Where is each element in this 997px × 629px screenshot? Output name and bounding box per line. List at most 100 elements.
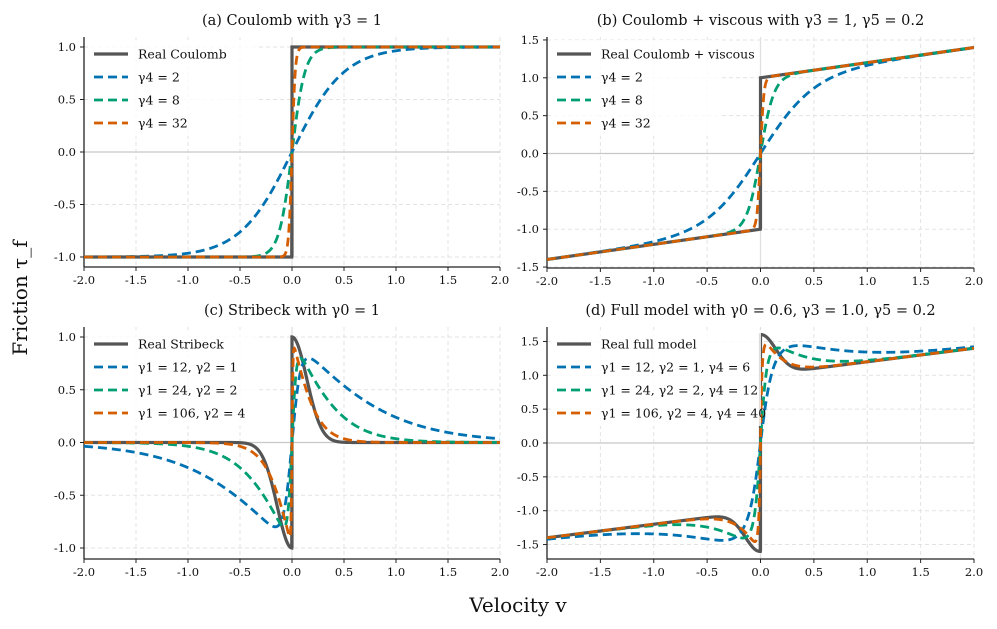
y-tick-label: -1.0: [54, 541, 76, 555]
x-tick-label: 1.0: [387, 273, 405, 287]
x-tick-label: 0.0: [283, 565, 301, 579]
series-line-orange: [547, 46, 974, 261]
x-tick-label: 0.0: [751, 274, 769, 288]
subplot-title: (b) Coulomb + viscous with γ3 = 1, γ5 = …: [597, 13, 925, 29]
y-tick-label: -1.0: [517, 222, 539, 236]
x-tick-label: -0.5: [696, 565, 718, 579]
x-tick-label: -2.0: [536, 274, 558, 288]
y-tick-label: 0.0: [521, 436, 539, 450]
legend-background: [88, 330, 258, 426]
legend-background: [551, 40, 721, 136]
legend-label: γ4 = 32: [601, 116, 651, 131]
x-tick-label: -2.0: [73, 273, 95, 287]
series-line-blue: [84, 45, 500, 259]
series-line-orange: [84, 346, 500, 539]
subplot-title: (d) Full model with γ0 = 0.6, γ3 = 1.0, …: [585, 303, 935, 319]
legend: Real Coulomb + viscous γ4 = 2 γ4 = 8 γ4 = 3…: [551, 40, 755, 136]
legend-label: γ4 = 2: [601, 70, 643, 85]
x-tick-label: 0.5: [805, 274, 823, 288]
subplot-c: -2.0 -1.5 -1.0 -0.5 0.0 0.5 1.0 1.5 2.0 -1.0 -0.5 0…: [54, 303, 509, 579]
x-axis-label: Velocity v: [468, 593, 567, 617]
x-tick-label: -0.5: [229, 273, 251, 287]
y-tick-label: -0.5: [517, 184, 539, 198]
legend-label: γ4 = 8: [138, 93, 180, 108]
x-tick-label: -2.0: [536, 565, 558, 579]
legend-label: Real full model: [601, 337, 697, 352]
x-tick-label: 0.5: [335, 565, 353, 579]
subplot-b: -2.0 -1.5 -1.0 -0.5 0.0 0.5 1.0 1.5 2.0-1.5-1.0-…: [517, 13, 983, 288]
x-tick-label: -1.5: [125, 273, 147, 287]
y-tick-label: 0.0: [521, 147, 539, 161]
y-tick-label: 0.0: [58, 436, 76, 450]
y-tick-label: 0.0: [58, 145, 76, 159]
y-tick-label: 0.5: [58, 93, 76, 107]
legend-label: γ1 = 106, γ2 = 4, γ4 = 40: [601, 406, 766, 421]
x-tick-label: 2.0: [965, 274, 983, 288]
x-tick-label: 0.5: [335, 273, 353, 287]
y-tick-label: 1.0: [521, 71, 539, 85]
y-tick-label: 0.5: [58, 383, 76, 397]
x-tick-label: -0.5: [696, 274, 718, 288]
x-tick-label: 0.5: [805, 565, 823, 579]
legend-label: γ1 = 12, γ2 = 1: [138, 360, 238, 375]
x-tick-label: 2.0: [965, 565, 983, 579]
legend-label: γ1 = 12, γ2 = 1, γ4 = 6: [601, 360, 750, 375]
x-tick-label: -1.0: [177, 273, 199, 287]
y-tick-label: 1.0: [58, 40, 76, 54]
y-tick-label: -0.5: [517, 470, 539, 484]
y-tick-label: 1.0: [521, 368, 539, 382]
y-tick-label: 0.5: [521, 109, 539, 123]
legend-label: γ4 = 32: [138, 116, 188, 131]
y-tick-label: 1.5: [521, 334, 539, 348]
x-tick-label: 1.5: [911, 565, 929, 579]
x-tick-label: 2.0: [491, 565, 509, 579]
subplot-title: (c) Stribeck with γ0 = 1: [204, 303, 380, 319]
legend-background: [551, 330, 761, 426]
x-tick-label: 0.0: [751, 565, 769, 579]
subplot-a: -2.0 -1.5 -1.0 -0.5 0.0 0.5 1.0 1.5 2.0 -1.0 -0.5 0…: [54, 13, 509, 287]
x-tick-label: -1.5: [589, 565, 611, 579]
legend-label: γ1 = 24, γ2 = 2, γ4 = 12: [601, 383, 758, 398]
y-tick-label: 1.0: [58, 330, 76, 344]
legend-background: [88, 40, 258, 136]
x-tick-label: 1.5: [911, 274, 929, 288]
y-tick-label: -0.5: [54, 488, 76, 502]
y-tick-label: 1.5: [521, 33, 539, 47]
y-axis-label: Friction τ_f: [8, 239, 32, 356]
y-tick-label: -1.5: [517, 538, 539, 552]
x-tick-label: 1.0: [387, 565, 405, 579]
x-tick-label: -1.5: [125, 565, 147, 579]
x-tick-label: -2.0: [73, 565, 95, 579]
x-tick-label: 1.5: [439, 565, 457, 579]
legend: Real Stribeck γ1 = 12, γ2 = 1 γ1 = 24, γ2 …: [88, 330, 258, 426]
y-tick-label: -1.0: [54, 250, 76, 264]
y-tick-label: -0.5: [54, 198, 76, 212]
subplot-d: -2.0 -1.5 -1.0 -0.5 0.0 0.5 1.0 1.5 2.0 -1.5 -1.0 -…: [517, 303, 983, 579]
x-tick-label: 1.0: [858, 565, 876, 579]
legend-label: γ4 = 2: [138, 70, 180, 85]
x-tick-label: 1.0: [858, 274, 876, 288]
series-line-orange: [547, 342, 974, 544]
x-tick-label: -1.0: [643, 274, 665, 288]
x-tick-label: 1.5: [439, 273, 457, 287]
x-tick-label: -1.0: [643, 565, 665, 579]
x-tick-label: -1.5: [589, 274, 611, 288]
legend-label: γ1 = 106, γ2 = 4: [138, 406, 245, 421]
legend-label: Real Coulomb: [138, 47, 227, 62]
x-tick-label: -1.0: [177, 565, 199, 579]
legend-label: Real Coulomb + viscous: [601, 47, 755, 62]
y-tick-label: 0.5: [521, 402, 539, 416]
subplot-title: (a) Coulomb with γ3 = 1: [202, 13, 382, 29]
y-tick-label: -1.0: [517, 504, 539, 518]
x-tick-label: 2.0: [491, 273, 509, 287]
y-tick-label: -1.5: [517, 260, 539, 274]
series-line-orange: [84, 45, 500, 259]
x-tick-label: -0.5: [229, 565, 251, 579]
legend: Real Coulomb γ4 = 2 γ4 = 8 γ4 = 32: [88, 40, 258, 136]
legend: Real full model γ1 = 12, γ2 = 1, γ4 = 6 γ1…: [551, 330, 766, 426]
x-tick-label: 0.0: [283, 273, 301, 287]
legend-label: Real Stribeck: [138, 337, 224, 352]
legend-label: γ4 = 8: [601, 93, 643, 108]
